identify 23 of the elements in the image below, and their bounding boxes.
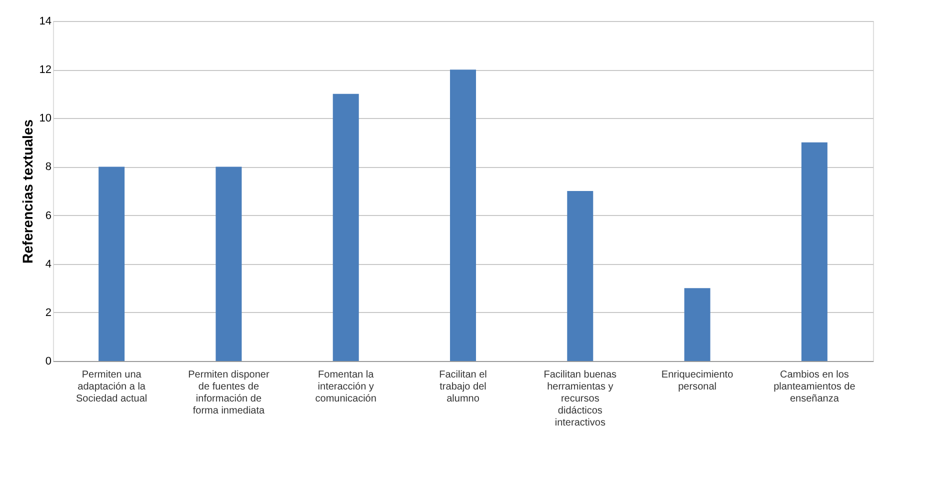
bar	[216, 166, 242, 361]
bar	[450, 70, 476, 361]
bar	[567, 191, 594, 361]
y-axis-title: Referencias textuales	[19, 119, 36, 264]
y-tick-label: 6	[45, 210, 52, 222]
x-tick-label: Fomentan la interacción y comunicación	[315, 370, 376, 404]
bar	[801, 142, 828, 361]
y-tick-label: 0	[45, 356, 52, 368]
y-tick-label: 2	[45, 306, 52, 319]
bar	[332, 94, 359, 361]
y-tick-label: 12	[39, 64, 52, 76]
x-tick-label: Facilitan buenas herramientas y recursos didácticos interactivos	[544, 370, 617, 428]
y-tick-label: 4	[45, 258, 52, 270]
x-tick-label: Permiten disponer de fuentes de información de forma inmediata	[188, 370, 270, 416]
y-tick-label: 14	[39, 16, 52, 28]
bar	[684, 288, 710, 361]
x-tick-label: Facilitan el trabajo del alumno	[439, 370, 487, 404]
y-tick-label: 10	[39, 112, 52, 125]
x-tick-label: Enriquecimiento personal	[661, 370, 734, 392]
bar	[98, 166, 125, 361]
y-tick-label: 8	[45, 161, 52, 174]
x-tick-label: Cambios en los planteamientos de enseñanza	[774, 370, 856, 404]
x-tick-label: Permiten una adaptación a la Sociedad actual	[76, 370, 148, 404]
